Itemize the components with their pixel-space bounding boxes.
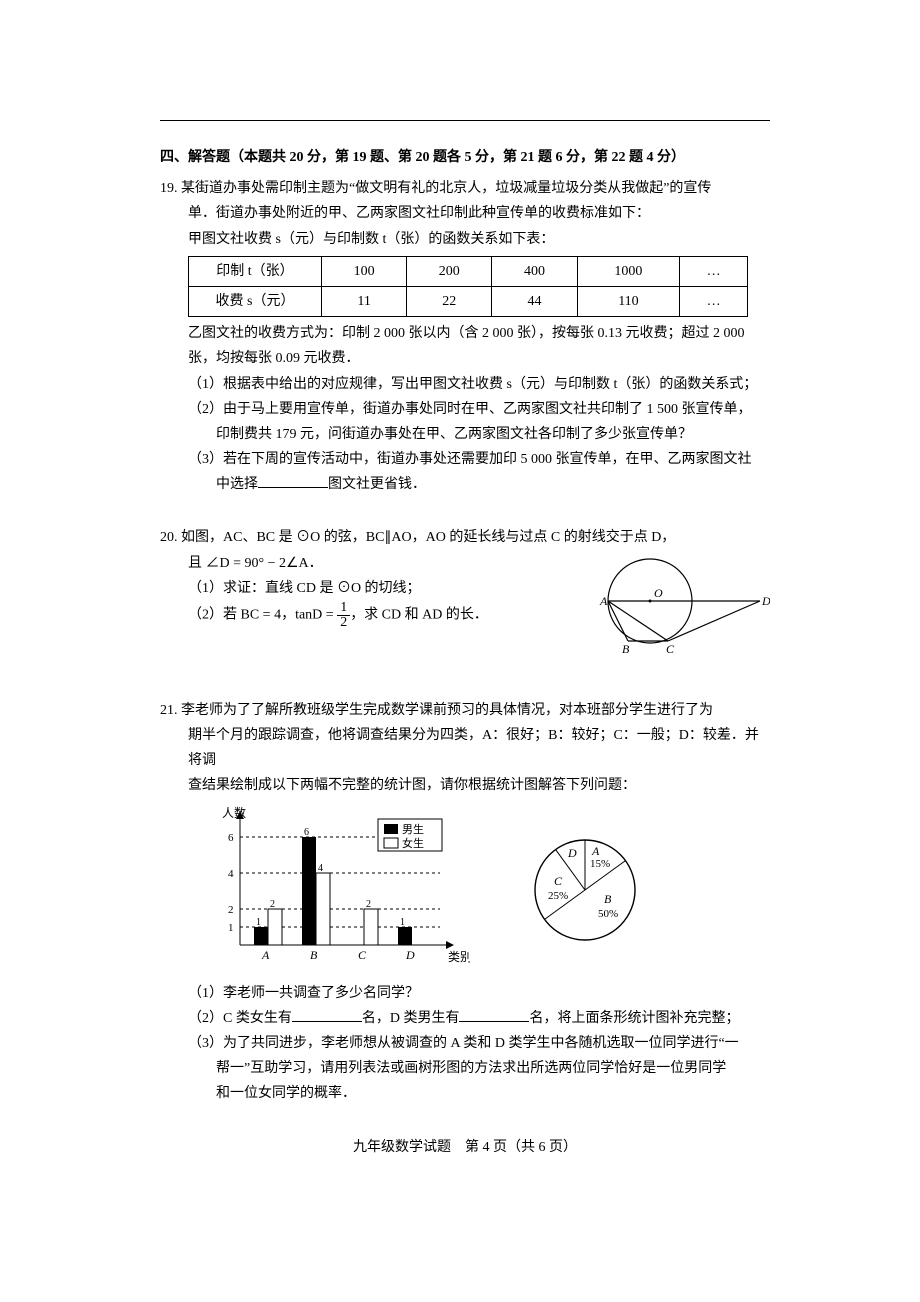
q19-l2: 单．街道办事处附近的甲、乙两家图文社印制此种宣传单的收费标准如下： xyxy=(160,201,770,226)
q19-p3b: 中选择图文社更省钱． xyxy=(160,472,770,497)
svg-text:类别: 类别 xyxy=(448,950,470,964)
cell: 22 xyxy=(407,286,492,316)
table-row: 收费 s（元） 11 22 44 110 … xyxy=(189,286,748,316)
label-A: A xyxy=(599,594,608,608)
cell: 400 xyxy=(492,256,577,286)
q19-l1: 19. 某街道办事处需印制主题为“做文明有礼的北京人，垃圾减量垃圾分类从我做起”… xyxy=(160,176,770,201)
svg-text:2: 2 xyxy=(228,904,234,916)
svg-text:C: C xyxy=(358,948,367,962)
q19-p2a: （2）由于马上要用宣传单，街道办事处同时在甲、乙两家图文社共印制了 1 500 … xyxy=(160,397,770,422)
page-footer: 九年级数学试题 第 4 页（共 6 页） xyxy=(160,1135,770,1160)
cell: 44 xyxy=(492,286,577,316)
cell: 1000 xyxy=(577,256,680,286)
svg-text:2: 2 xyxy=(270,899,275,910)
svg-text:1: 1 xyxy=(256,917,261,928)
cell: 收费 s（元） xyxy=(189,286,322,316)
blank-fill[interactable] xyxy=(292,1007,362,1022)
section-title: 四、解答题（本题共 20 分，第 19 题、第 20 题各 5 分，第 21 题… xyxy=(160,145,770,170)
svg-text:1: 1 xyxy=(400,917,405,928)
svg-text:25%: 25% xyxy=(548,890,568,902)
blank-fill[interactable] xyxy=(258,473,328,488)
bar-chart: 人数 类别 1 2 4 6 1 2 A xyxy=(210,805,470,975)
svg-text:6: 6 xyxy=(228,832,234,844)
svg-text:B: B xyxy=(604,892,612,906)
q21-p3c: 和一位女同学的概率． xyxy=(160,1081,770,1106)
q21-p3a: （3）为了共同进步，李老师想从被调查的 A 类和 D 类学生中各随机选取一位同学… xyxy=(160,1031,770,1056)
q21-p1: （1）李老师一共调查了多少名同学？ xyxy=(160,981,770,1006)
svg-text:C: C xyxy=(554,874,563,888)
q20-p1: （1）求证：直线 CD 是 ⊙O 的切线； xyxy=(160,576,560,601)
q20-figure: A D O B C xyxy=(570,551,770,670)
cell: … xyxy=(680,256,748,286)
pie-chart: A 15% B 50% C 25% D xyxy=(510,825,660,964)
q19-number: 19. xyxy=(160,181,178,196)
q19-p2b: 印制费共 179 元，问街道办事处在甲、乙两家图文社各印制了多少张宣传单？ xyxy=(160,422,770,447)
svg-text:15%: 15% xyxy=(590,858,610,870)
svg-text:B: B xyxy=(310,948,318,962)
svg-text:50%: 50% xyxy=(598,908,618,920)
problem-21: 21. 李老师为了了解所教班级学生完成数学课前预习的具体情况，对本班部分学生进行… xyxy=(160,698,770,1107)
svg-text:4: 4 xyxy=(228,868,234,880)
problem-20: 20. 如图，AC、BC 是 ⊙O 的弦，BC∥AO，AO 的延长线与过点 C … xyxy=(160,525,770,669)
q21-p3b: 帮一”互助学习，请用列表法或画树形图的方法求出所选两位同学恰好是一位男同学 xyxy=(160,1056,770,1081)
table-row: 印制 t（张） 100 200 400 1000 … xyxy=(189,256,748,286)
problem-19: 19. 某街道办事处需印制主题为“做文明有礼的北京人，垃圾减量垃圾分类从我做起”… xyxy=(160,176,770,497)
q19-p3a: （3）若在下周的宣传活动中，街道办事处还需要加印 5 000 张宣传单，在甲、乙… xyxy=(160,447,770,472)
q21-l3: 查结果绘制成以下两幅不完整的统计图，请你根据统计图解答下列问题： xyxy=(160,773,770,798)
q19-l3: 甲图文社收费 s（元）与印制数 t（张）的函数关系如下表： xyxy=(160,227,770,252)
svg-text:A: A xyxy=(261,948,270,962)
svg-text:女生: 女生 xyxy=(402,836,424,850)
q19-p1: （1）根据表中给出的对应规律，写出甲图文社收费 s（元）与印制数 t（张）的函数… xyxy=(160,372,770,397)
q21-p2: （2）C 类女生有名，D 类男生有名，将上面条形统计图补充完整； xyxy=(160,1006,770,1031)
cell: 100 xyxy=(322,256,407,286)
label-O: O xyxy=(654,586,663,600)
svg-text:人数: 人数 xyxy=(222,805,246,820)
q20-l1: 20. 如图，AC、BC 是 ⊙O 的弦，BC∥AO，AO 的延长线与过点 C … xyxy=(160,525,770,550)
svg-text:2: 2 xyxy=(366,899,371,910)
svg-text:6: 6 xyxy=(304,827,309,838)
q21-l2: 期半个月的跟踪调查，他将调查结果分为四类，A：很好；B：较好；C：一般；D：较差… xyxy=(160,723,770,773)
svg-text:D: D xyxy=(567,846,577,860)
cell: 110 xyxy=(577,286,680,316)
q20-l2: 且 ∠D = 90° − 2∠A． xyxy=(160,551,560,576)
q19-post2: 张，均按每张 0.09 元收费． xyxy=(160,346,770,371)
q21-number: 21. xyxy=(160,703,178,718)
label-D: D xyxy=(761,594,770,608)
q19-post1: 乙图文社的收费方式为：印制 2 000 张以内（含 2 000 张），按每张 0… xyxy=(160,321,770,346)
svg-text:D: D xyxy=(405,948,415,962)
svg-text:1: 1 xyxy=(228,922,234,934)
cell: 200 xyxy=(407,256,492,286)
cell: … xyxy=(680,286,748,316)
q21-l1: 21. 李老师为了了解所教班级学生完成数学课前预习的具体情况，对本班部分学生进行… xyxy=(160,698,770,723)
svg-text:4: 4 xyxy=(318,863,323,874)
svg-text:男生: 男生 xyxy=(402,822,424,836)
cell: 11 xyxy=(322,286,407,316)
blank-fill[interactable] xyxy=(459,1007,529,1022)
q20-p2: （2）若 BC = 4，tanD = 12，求 CD 和 AD 的长． xyxy=(160,601,560,630)
svg-text:A: A xyxy=(591,844,600,858)
cell: 印制 t（张） xyxy=(189,256,322,286)
top-rule xyxy=(160,120,770,121)
label-B: B xyxy=(622,642,630,656)
q19-table: 印制 t（张） 100 200 400 1000 … 收费 s（元） 11 22… xyxy=(188,256,748,317)
label-C: C xyxy=(666,642,675,656)
fraction: 12 xyxy=(337,601,350,630)
q20-number: 20. xyxy=(160,530,178,545)
